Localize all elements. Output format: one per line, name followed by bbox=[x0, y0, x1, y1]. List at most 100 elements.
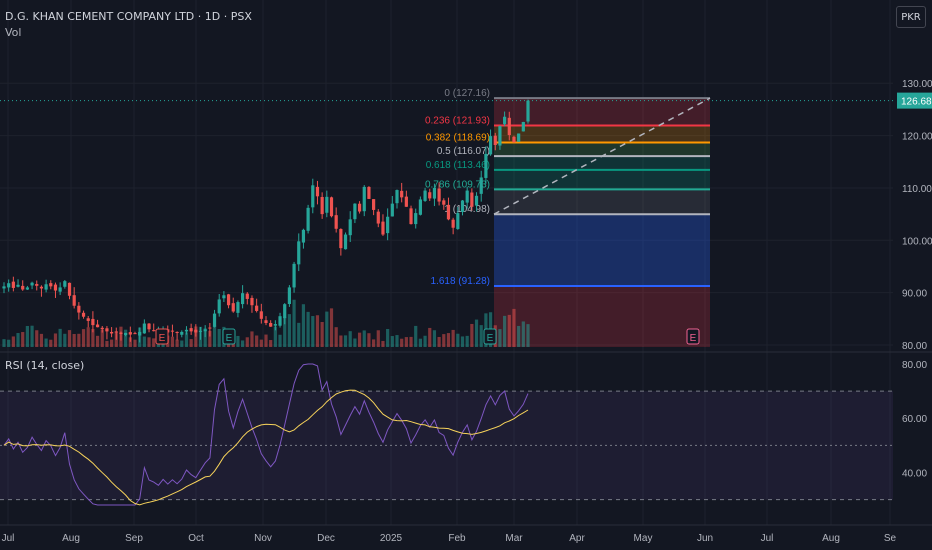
price-axis-tick: 110.00 bbox=[902, 184, 932, 195]
grid bbox=[0, 0, 932, 526]
candle-body bbox=[53, 284, 58, 291]
candle-body bbox=[138, 331, 142, 336]
candle-body bbox=[493, 135, 497, 146]
candle-body bbox=[503, 116, 507, 125]
price-axis-tick: 100.00 bbox=[902, 236, 932, 247]
candle-body bbox=[325, 196, 329, 213]
candle-body bbox=[35, 284, 39, 286]
candle-body bbox=[273, 324, 277, 326]
volume-bar bbox=[133, 339, 137, 347]
candle-body bbox=[198, 330, 203, 332]
candle-body bbox=[320, 197, 324, 215]
volume-bar bbox=[329, 308, 334, 347]
candle-body bbox=[217, 299, 221, 314]
fib-zone bbox=[494, 125, 710, 143]
volume-bar bbox=[512, 308, 516, 347]
volume-bar bbox=[81, 329, 86, 347]
candle-body bbox=[184, 329, 189, 332]
candle-body bbox=[423, 190, 427, 201]
time-axis-tick: Jun bbox=[697, 533, 713, 544]
volume-bar bbox=[91, 329, 95, 347]
chart-title[interactable]: D.G. KHAN CEMENT COMPANY LTD · 1D · PSX bbox=[5, 10, 252, 23]
candle-body bbox=[91, 318, 95, 326]
fib-level-label: 0.236 (121.93) bbox=[425, 115, 490, 126]
candle-body bbox=[259, 311, 263, 319]
volume-bar bbox=[315, 315, 320, 347]
volume-bar bbox=[95, 335, 100, 347]
time-axis-tick: Mar bbox=[505, 533, 523, 544]
volume-bar bbox=[423, 335, 427, 347]
volume-bar bbox=[301, 304, 306, 347]
candle-body bbox=[287, 287, 291, 305]
volume-bar bbox=[236, 335, 240, 347]
candle-body bbox=[353, 203, 357, 220]
volume-bar bbox=[404, 337, 408, 347]
rsi-axis-tick: 80.00 bbox=[902, 360, 927, 371]
candle-body bbox=[517, 133, 521, 142]
time-axis-tick: Aug bbox=[62, 533, 80, 544]
candle-body bbox=[357, 203, 362, 212]
volume-legend[interactable]: Vol bbox=[5, 26, 22, 39]
volume-bar bbox=[521, 321, 525, 347]
volume-bar bbox=[432, 330, 437, 347]
fibonacci-retracement[interactable]: 0 (127.16) 0.236 (121.93) 0.382 (118.69) 0.… bbox=[0, 88, 893, 347]
currency-button[interactable]: PKR bbox=[896, 6, 926, 28]
volume-bar bbox=[320, 321, 324, 347]
volume-bar bbox=[474, 319, 479, 347]
volume-bar bbox=[245, 337, 249, 347]
candle-body bbox=[376, 211, 380, 224]
volume-bar bbox=[460, 336, 465, 347]
rsi-axis-tick: 60.00 bbox=[902, 414, 927, 425]
candle-body bbox=[372, 199, 376, 210]
candles bbox=[2, 99, 530, 343]
candle-body bbox=[241, 293, 245, 305]
candle-body bbox=[367, 186, 371, 199]
volume-bar bbox=[11, 336, 15, 347]
volume-bar bbox=[189, 339, 193, 347]
volume-bar bbox=[395, 335, 399, 347]
event-marker bbox=[222, 328, 236, 345]
candle-body bbox=[39, 286, 44, 289]
event-marker bbox=[483, 328, 497, 345]
candle-body bbox=[212, 313, 217, 327]
candle-body bbox=[470, 192, 474, 207]
volume-bar bbox=[386, 328, 390, 347]
candle-body bbox=[329, 197, 334, 217]
time-axis-tick: Jul bbox=[761, 533, 774, 544]
candle-body bbox=[119, 332, 123, 335]
candle-body bbox=[526, 100, 530, 122]
candle-body bbox=[255, 305, 259, 311]
rsi-legend[interactable]: RSI (14, close) bbox=[5, 359, 85, 372]
candle-body bbox=[100, 327, 104, 330]
volume-bar bbox=[507, 314, 511, 347]
volume-bar bbox=[86, 327, 90, 347]
candle-body bbox=[456, 213, 460, 229]
volume-bar bbox=[72, 333, 76, 347]
candle-body bbox=[133, 333, 137, 335]
candle-body bbox=[269, 322, 273, 327]
fib-zone bbox=[494, 285, 710, 347]
candle-body bbox=[414, 213, 418, 225]
volume-bar bbox=[283, 316, 287, 347]
volume-bar bbox=[278, 334, 282, 347]
fib-level-label: 0 (127.16) bbox=[444, 88, 490, 99]
candle-body bbox=[451, 219, 455, 228]
event-marker bbox=[686, 328, 700, 345]
candle-body bbox=[63, 281, 67, 287]
event-marker-label: E bbox=[487, 333, 494, 344]
volume-bar bbox=[152, 338, 156, 347]
fib-level-label: 0.382 (118.69) bbox=[426, 132, 490, 143]
fib-zone bbox=[494, 214, 710, 286]
candle-body bbox=[428, 192, 432, 199]
candle-body bbox=[95, 324, 100, 328]
volume-bar bbox=[446, 333, 451, 347]
candle-body bbox=[334, 215, 338, 229]
time-axis-tick: 2025 bbox=[380, 533, 403, 544]
volume-bar bbox=[343, 335, 348, 347]
candle-body bbox=[142, 323, 146, 334]
fib-zone bbox=[494, 169, 710, 190]
volume-bar bbox=[339, 335, 343, 347]
